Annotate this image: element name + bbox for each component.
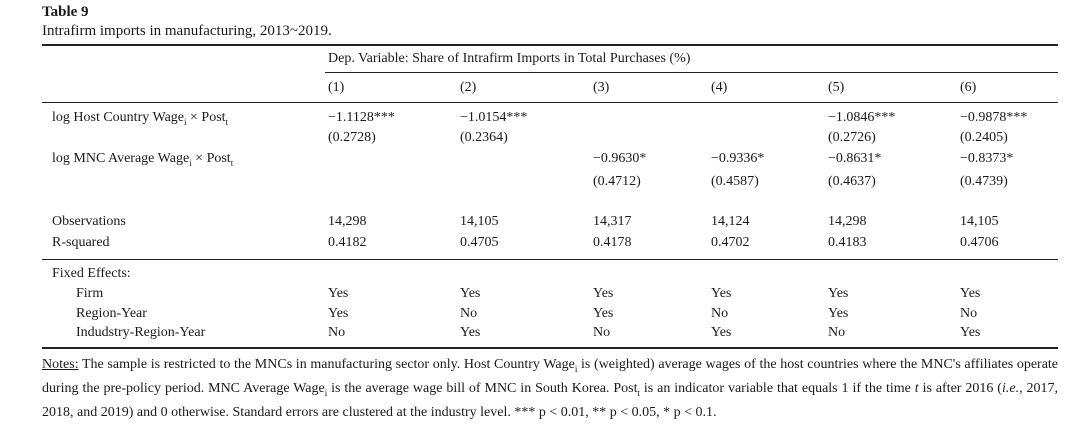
cell-region-year-4: No <box>711 306 729 321</box>
cell-r2-4: 0.4702 <box>711 235 750 250</box>
cell-firm-6: Yes <box>960 286 981 301</box>
row-label-host-wage: log Host Country Wagei × Postt <box>52 110 229 127</box>
bottom-rule <box>42 347 1058 349</box>
cell-firm-4: Yes <box>711 286 732 301</box>
cell-host-wage-se-6: (0.2405) <box>960 130 1008 145</box>
cell-region-year-3: Yes <box>593 306 614 321</box>
cell-obs-5: 14,298 <box>828 214 867 229</box>
row-label-firm: Firm <box>76 286 104 301</box>
row-label-mnc-wage: log MNC Average Wagei × Postt <box>52 151 234 168</box>
cell-host-wage-2: −1.0154*** <box>460 110 528 125</box>
row-label-industry-region-year: Indudstry-Region-Year <box>76 325 206 340</box>
cell-mnc-wage-se-4: (0.4587) <box>711 174 759 189</box>
cell-mnc-wage-se-6: (0.4739) <box>960 174 1008 189</box>
cell-obs-3: 14,317 <box>593 214 632 229</box>
cell-mnc-wage-6: −0.8373* <box>960 151 1014 166</box>
cell-host-wage-5: −1.0846*** <box>828 110 896 125</box>
column-header-1: (1) <box>328 80 345 95</box>
cell-firm-2: Yes <box>460 286 481 301</box>
cell-region-year-6: No <box>960 306 978 321</box>
cell-industry-region-year-4: Yes <box>711 325 732 340</box>
row-label-observations: Observations <box>52 214 126 229</box>
cell-r2-1: 0.4182 <box>328 235 367 250</box>
cell-obs-6: 14,105 <box>960 214 999 229</box>
cell-host-wage-6: −0.9878*** <box>960 110 1028 125</box>
column-header-2: (2) <box>460 80 477 95</box>
cell-mnc-wage-3: −0.9630* <box>593 151 647 166</box>
table-notes: Notes: The sample is restricted to the M… <box>42 357 1059 420</box>
cell-mnc-wage-se-5: (0.4637) <box>828 174 876 189</box>
top-rule <box>42 44 1058 46</box>
cell-industry-region-year-1: No <box>328 325 346 340</box>
cell-r2-6: 0.4706 <box>960 235 999 250</box>
cell-industry-region-year-2: Yes <box>460 325 481 340</box>
column-header-6: (6) <box>960 80 977 95</box>
header-rule <box>42 102 1058 103</box>
cell-mnc-wage-4: −0.9336* <box>711 151 765 166</box>
cell-industry-region-year-6: Yes <box>960 325 981 340</box>
cell-region-year-5: Yes <box>828 306 849 321</box>
cell-industry-region-year-3: No <box>593 325 611 340</box>
cell-r2-3: 0.4178 <box>593 235 632 250</box>
column-header-3: (3) <box>593 80 610 95</box>
cell-r2-5: 0.4183 <box>828 235 867 250</box>
cell-host-wage-se-5: (0.2726) <box>828 130 876 145</box>
stats-rule <box>42 259 1058 260</box>
cell-obs-2: 14,105 <box>460 214 499 229</box>
notes-label: Notes: <box>42 357 79 372</box>
cell-host-wage-1: −1.1128*** <box>328 110 395 125</box>
cell-firm-1: Yes <box>328 286 349 301</box>
cell-mnc-wage-5: −0.8631* <box>828 151 882 166</box>
column-header-5: (5) <box>828 80 845 95</box>
cell-obs-4: 14,124 <box>711 214 750 229</box>
cell-mnc-wage-se-3: (0.4712) <box>593 174 641 189</box>
cell-r2-2: 0.4705 <box>460 235 499 250</box>
cell-region-year-2: No <box>460 306 478 321</box>
row-label-rsquared: R-squared <box>52 235 110 250</box>
cell-firm-3: Yes <box>593 286 614 301</box>
cell-industry-region-year-5: No <box>828 325 846 340</box>
cell-firm-5: Yes <box>828 286 849 301</box>
dependent-variable-header: Dep. Variable: Share of Intrafirm Import… <box>328 51 691 66</box>
header-subrule <box>325 72 1058 73</box>
row-label-region-year: Region-Year <box>76 306 147 321</box>
cell-host-wage-se-2: (0.2364) <box>460 130 508 145</box>
row-label-fixed-effects: Fixed Effects: <box>52 266 131 281</box>
cell-obs-1: 14,298 <box>328 214 367 229</box>
table-caption: Intrafirm imports in manufacturing, 2013… <box>42 23 332 39</box>
cell-region-year-1: Yes <box>328 306 349 321</box>
cell-host-wage-se-1: (0.2728) <box>328 130 376 145</box>
column-header-4: (4) <box>711 80 728 95</box>
table-label: Table 9 <box>42 4 89 20</box>
